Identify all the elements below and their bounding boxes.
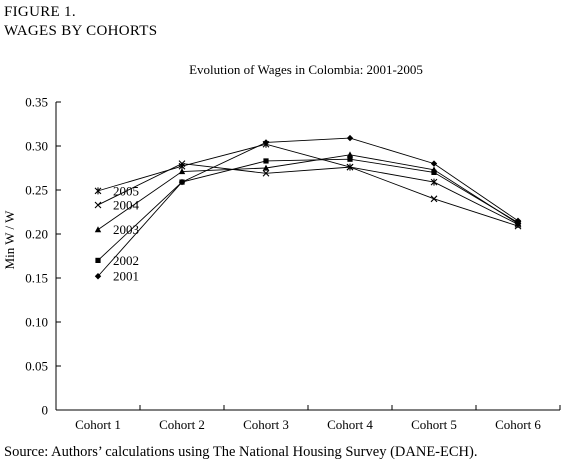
data-point (346, 134, 354, 142)
series-2003 (94, 151, 522, 233)
x-tick-label: Cohort 5 (411, 417, 457, 432)
data-point (347, 156, 353, 162)
y-tick-label: 0.25 (25, 183, 48, 198)
figure-title: WAGES BY COHORTS (4, 23, 158, 39)
data-point (430, 160, 438, 167)
series-2005 (94, 140, 522, 228)
series-label-2005: 2005 (113, 183, 139, 198)
series-2004 (94, 160, 522, 230)
data-point (514, 220, 522, 228)
data-point (262, 169, 270, 177)
series-line (97, 137, 519, 277)
x-tick-label: Cohort 1 (75, 417, 121, 432)
figure-label: FIGURE 1. (4, 4, 76, 20)
series-label-2004: 2004 (113, 197, 140, 212)
source-note: Source: Authors’ calculations using The … (4, 444, 478, 460)
data-point (430, 166, 438, 173)
data-point (430, 178, 438, 186)
x-tick-label: Cohort 3 (243, 417, 289, 432)
data-point (178, 162, 186, 170)
data-point (262, 164, 270, 171)
data-point (346, 151, 354, 158)
data-point (262, 140, 270, 148)
x-tick-label: Cohort 2 (159, 417, 205, 432)
x-tick-label: Cohort 6 (495, 417, 541, 432)
y-tick-label: 0.35 (25, 95, 48, 110)
x-tick-label: Cohort 4 (327, 417, 373, 432)
wages-chart: Evolution of Wages in Colombia: 2001-200… (2, 62, 561, 432)
series-line (97, 163, 519, 227)
series-line (97, 154, 519, 230)
data-point (94, 201, 102, 209)
data-point (178, 168, 186, 175)
data-point (95, 257, 101, 263)
data-point (94, 273, 102, 280)
y-tick-label: 0 (42, 403, 49, 418)
data-point (94, 226, 102, 233)
data-point (179, 179, 185, 185)
y-tick-label: 0.15 (25, 271, 48, 286)
data-point (430, 195, 438, 203)
data-point (94, 187, 102, 195)
data-point (346, 163, 354, 171)
series-line (97, 158, 519, 261)
data-point (431, 169, 437, 175)
series-label-2001: 2001 (113, 269, 139, 284)
y-axis-label: Min W / W (2, 210, 17, 270)
series-2001 (94, 134, 522, 280)
data-point (263, 158, 269, 164)
y-tick-label: 0.10 (25, 315, 48, 330)
series-label-2002: 2002 (113, 253, 139, 268)
y-tick-label: 0.20 (25, 227, 48, 242)
y-tick-label: 0.30 (25, 139, 48, 154)
chart-title: Evolution of Wages in Colombia: 2001-200… (189, 62, 423, 77)
y-tick-label: 0.05 (25, 359, 48, 374)
series-label-2003: 2003 (113, 222, 139, 237)
series-line (97, 143, 519, 225)
